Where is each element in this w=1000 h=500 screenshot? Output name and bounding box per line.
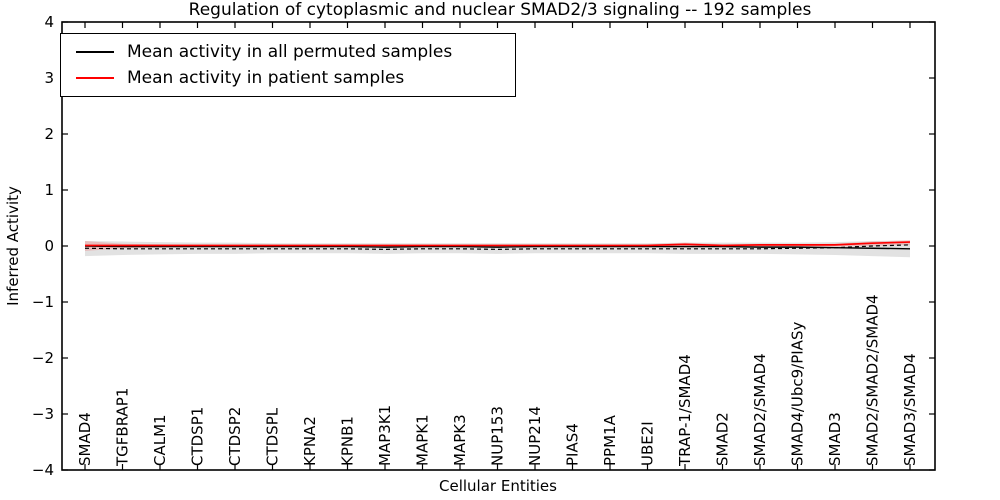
legend-item-permuted: Mean activity in all permuted samples (61, 42, 515, 62)
x-tick-label: KPNB1 (339, 416, 357, 466)
legend: Mean activity in all permuted samples Me… (60, 33, 516, 97)
y-tick-label: −3 (32, 405, 54, 423)
y-tick-label: 0 (44, 237, 54, 255)
y-tick-label: 2 (44, 125, 54, 143)
x-tick-label: SMAD4 (76, 412, 94, 466)
x-tick-label: PPM1A (601, 414, 619, 466)
x-tick-label: TRAP-1/SMAD4 (676, 354, 694, 467)
y-tick-label: 1 (44, 181, 54, 199)
series-line-permuted (84, 245, 911, 250)
y-tick-label: −4 (32, 461, 54, 479)
series-line-dashed (84, 244, 911, 250)
y-tick-label: −2 (32, 349, 54, 367)
series-line-patient (85, 241, 911, 247)
x-tick-label: NUP153 (489, 406, 507, 466)
x-tick-label: CALM1 (151, 414, 169, 466)
y-tick-label: −1 (32, 293, 54, 311)
x-tick-label: CTDSP2 (226, 407, 244, 466)
x-tick-label: MAPK3 (451, 414, 469, 466)
x-tick-label: SMAD3 (826, 412, 844, 466)
y-tick-label: 3 (44, 69, 54, 87)
x-axis-label: Cellular Entities (439, 477, 557, 495)
legend-line-patient-icon (76, 77, 114, 79)
x-tick-label: SMAD4/Ubc9/PIASy (789, 322, 807, 466)
chart-title: Regulation of cytoplasmic and nuclear SM… (188, 0, 812, 20)
x-tick-label: SMAD2 (714, 412, 732, 466)
x-tick-label: CTDSP1 (189, 407, 207, 466)
x-tick-label: NUP214 (526, 406, 544, 466)
legend-label-permuted: Mean activity in all permuted samples (127, 42, 453, 62)
x-tick-label: KPNA2 (301, 416, 319, 466)
x-tick-label: SMAD2/SMAD2/SMAD4 (864, 294, 882, 466)
x-tick-label: MAPK1 (414, 414, 432, 466)
legend-item-patient: Mean activity in patient samples (61, 68, 515, 88)
x-tick-label: MAP3K1 (376, 405, 394, 466)
x-tick-label: TGFBRAP1 (114, 388, 132, 467)
y-tick-label: 4 (44, 13, 54, 31)
legend-label-patient: Mean activity in patient samples (127, 68, 405, 88)
x-tick-label: SMAD2/SMAD4 (751, 353, 769, 466)
x-tick-label: CTDSPL (264, 407, 282, 466)
x-tick-label: UBE2I (639, 421, 657, 466)
legend-line-permuted-icon (76, 51, 114, 53)
x-tick-label: PIAS4 (564, 423, 582, 466)
x-tick-label: SMAD3/SMAD4 (901, 353, 919, 466)
